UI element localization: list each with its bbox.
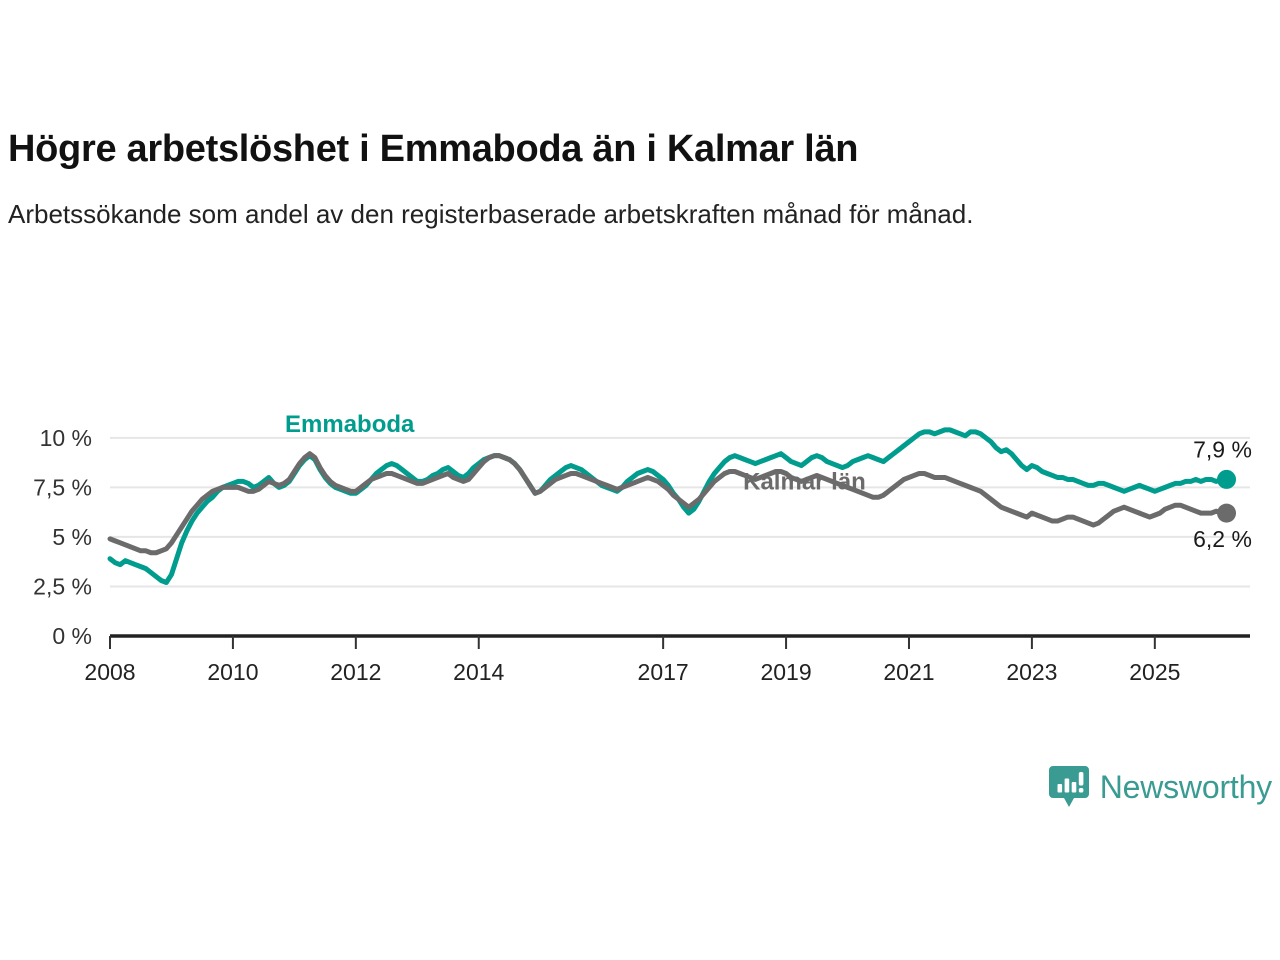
series-endpoint-dot [1217, 503, 1237, 523]
series-label: Emmaboda [285, 411, 415, 438]
newsworthy-logo: Newsworthy [1048, 765, 1272, 809]
series-lines-group [107, 427, 1230, 585]
y-axis-labels-group: 0 % 2,5 % 5 % 7,5 % 10 % [33, 425, 92, 649]
series-endpoint-dot [1217, 469, 1237, 489]
chart-header: Högre arbetslöshet i Emmaboda än i Kalma… [8, 128, 1208, 231]
series-line [107, 451, 1230, 556]
series-label: Kalmar län [743, 468, 866, 495]
x-axis-tick-label: 2017 [638, 659, 689, 685]
gridlines-group [110, 436, 1250, 638]
x-axis-ticks-group [109, 636, 1156, 649]
x-axis-tick-label: 2008 [84, 659, 135, 685]
x-axis-tick-label: 2019 [760, 659, 811, 685]
x-axis-tick-label: 2012 [330, 659, 381, 685]
y-axis-tick-label: 0 % [52, 623, 92, 649]
series-inline-labels-group: Emmaboda Kalmar län [285, 411, 866, 495]
x-axis-labels-group: 2008 2010 2012 2014 2017 2019 2021 2023 2025 [84, 659, 1180, 685]
x-axis-tick-label: 2021 [883, 659, 934, 685]
y-axis-tick-label: 7,5 % [33, 474, 92, 500]
logo-wordmark: Newsworthy [1099, 769, 1272, 805]
series-endpoint-value-label: 6,2 % [1193, 526, 1252, 552]
series-endpoints-group [1217, 469, 1237, 523]
x-axis-tick-label: 2014 [453, 659, 504, 685]
series-endpoint-value-labels-group: 7,9 % 6,2 % [1193, 436, 1252, 552]
x-axis-tick-label: 2010 [207, 659, 258, 685]
series-endpoint-value-label: 7,9 % [1193, 436, 1252, 462]
chart-canvas: 0 % 2,5 % 5 % 7,5 % 10 % 2008 2010 2012 2014 201… [33, 411, 1252, 685]
y-axis-tick-label: 10 % [40, 425, 92, 451]
y-axis-tick-label: 5 % [52, 524, 92, 550]
x-axis-tick-label: 2023 [1006, 659, 1057, 685]
page-title: Högre arbetslöshet i Emmaboda än i Kalma… [8, 128, 859, 170]
y-axis-tick-label: 2,5 % [33, 573, 92, 599]
series-line [107, 427, 1230, 585]
page-subtitle: Arbetssökande som andel av den registerb… [8, 198, 974, 229]
newsworthy-bar-chart-pin-icon [1048, 766, 1089, 807]
x-axis-tick-label: 2025 [1129, 659, 1180, 685]
line-chart: 0 % 2,5 % 5 % 7,5 % 10 % 2008 2010 2012 2014 201… [0, 380, 1280, 700]
